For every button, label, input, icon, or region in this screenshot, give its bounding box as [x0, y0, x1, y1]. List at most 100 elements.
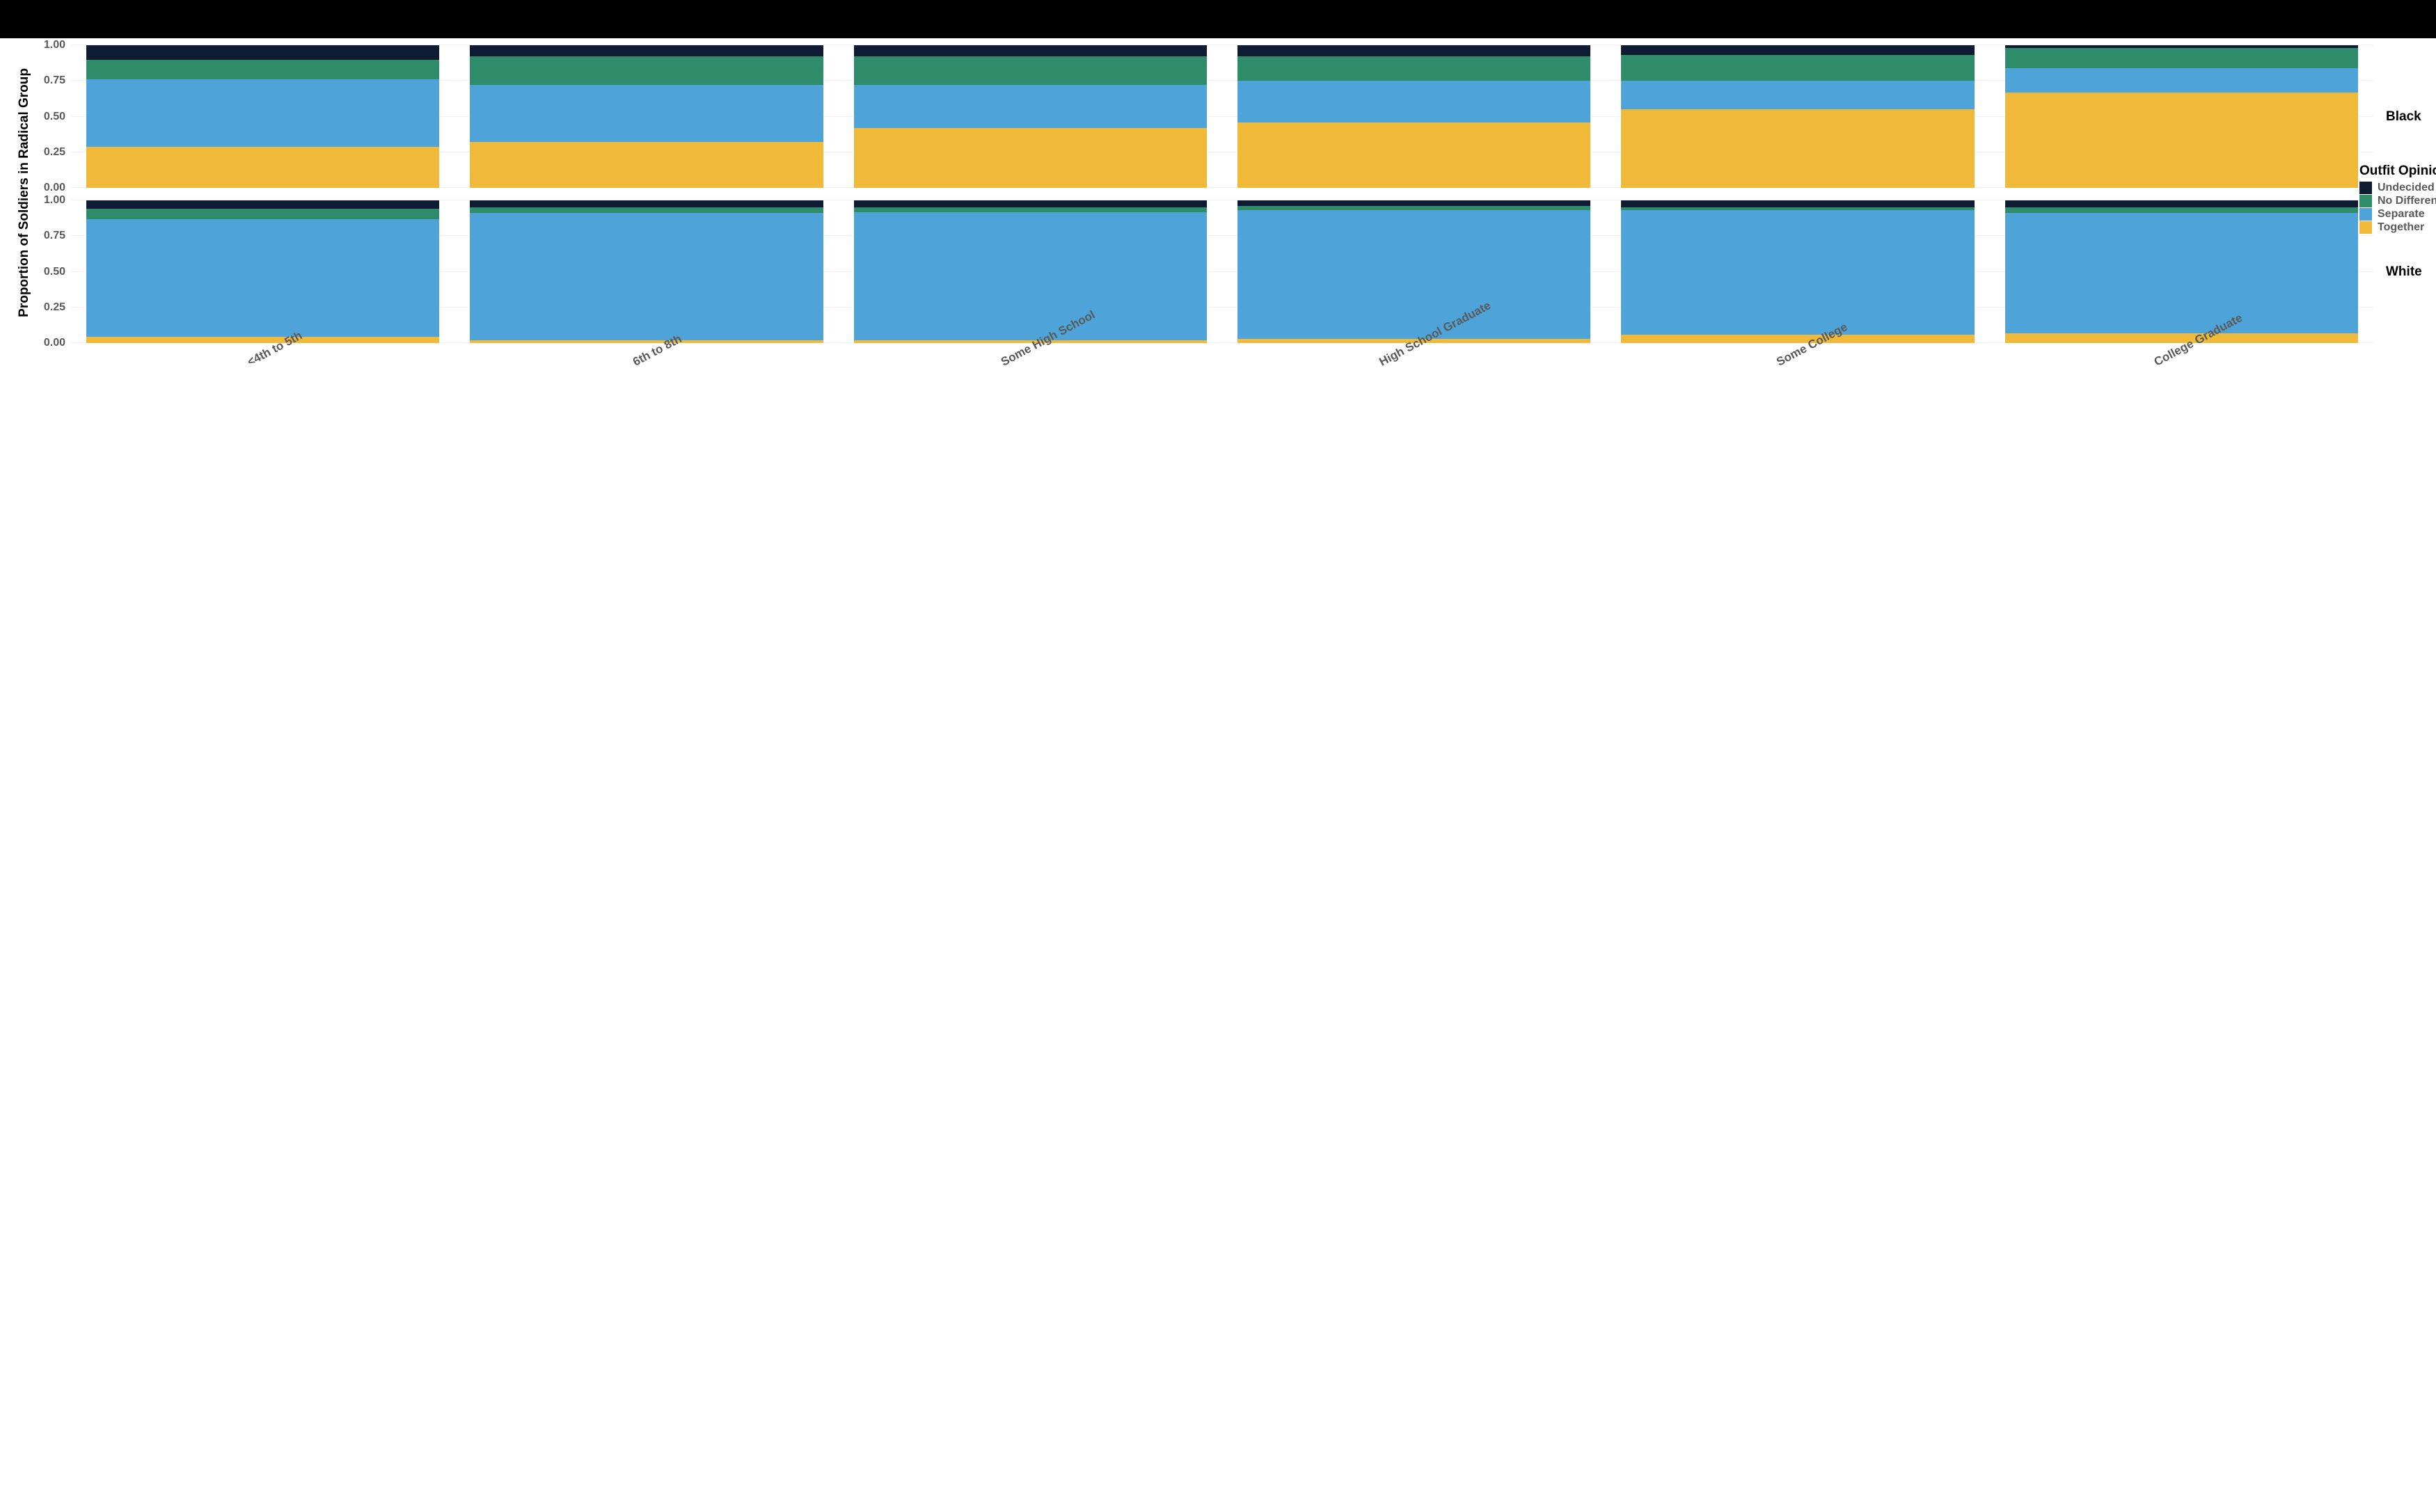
facet-label: White	[2373, 264, 2422, 280]
top-black-bar	[0, 0, 2436, 38]
bar-segment	[470, 45, 823, 56]
legend-swatch	[2359, 182, 2372, 194]
y-tick-label: 0.25	[44, 146, 65, 159]
bar-segment	[1237, 200, 1590, 206]
y-tick-label: 0.00	[44, 337, 65, 349]
bar-segment	[470, 142, 823, 188]
bar-segment	[86, 219, 439, 337]
bar-segment	[1621, 55, 1974, 81]
bar-slot	[454, 200, 838, 343]
bar-segment	[470, 213, 823, 340]
bar-segment	[86, 147, 439, 188]
bar-slot	[1222, 200, 1606, 343]
bar-segment	[2005, 213, 2358, 333]
legend-label: Together	[2378, 221, 2424, 234]
bar-segment	[1237, 81, 1590, 122]
legend-item: Together	[2359, 221, 2436, 234]
bar-segment	[470, 56, 823, 85]
legend-swatch	[2359, 208, 2372, 221]
bar-segment	[86, 209, 439, 218]
bar-segment	[1621, 45, 1974, 55]
y-axis-label: Proportion of Soldiers in Radical Group	[14, 61, 35, 324]
bar-segment	[2005, 93, 2358, 188]
bar-segment	[86, 60, 439, 80]
stacked-bar	[1237, 200, 1590, 343]
y-tick-label: 1.00	[44, 194, 65, 207]
stacked-bar	[470, 45, 823, 188]
bar-slot	[71, 200, 454, 343]
y-axis: 0.000.250.500.751.00	[35, 200, 71, 343]
bar-segment	[1237, 122, 1590, 188]
bar-segment	[1237, 56, 1590, 81]
bar-segment	[854, 45, 1207, 56]
legend-label: No Difference	[2378, 195, 2436, 207]
bar-segment	[854, 85, 1207, 128]
legend-item: No Difference	[2359, 195, 2436, 207]
legend-item: Undecided	[2359, 182, 2436, 194]
bar-segment	[86, 45, 439, 60]
stacked-bar	[2005, 45, 2358, 188]
bar-slot	[1990, 45, 2373, 188]
y-tick-label: 0.50	[44, 111, 65, 123]
x-tick: Some College	[1606, 347, 1989, 424]
facet-panel: 0.000.250.500.751.00White	[35, 200, 2373, 343]
y-tick-label: 1.00	[44, 39, 65, 51]
bar-segment	[2005, 200, 2358, 207]
bar-segment	[86, 337, 439, 343]
bar-segment	[854, 200, 1207, 207]
bar-segment	[1621, 200, 1974, 207]
bar-segment	[470, 85, 823, 142]
bar-segment	[1621, 335, 1974, 343]
bar-segment	[854, 212, 1207, 340]
stacked-bar	[2005, 200, 2358, 343]
x-tick: <4th to 5th	[71, 347, 454, 424]
legend-title: Outfit Opinion	[2359, 164, 2436, 179]
y-tick-label: 0.25	[44, 301, 65, 314]
x-tick: Some High School	[839, 347, 1222, 424]
bar-slot	[1990, 200, 2373, 343]
bars-container	[71, 45, 2373, 188]
bars-container	[71, 200, 2373, 343]
x-tick: High School Graduate	[1222, 347, 1606, 424]
bar-segment	[854, 56, 1207, 85]
bar-segment	[470, 340, 823, 343]
chart-figure: Proportion of Soldiers in Radical Group …	[0, 38, 2436, 424]
y-tick-label: 0.75	[44, 74, 65, 87]
facet-panel: 0.000.250.500.751.00Black	[35, 45, 2373, 188]
bar-slot	[1222, 45, 1606, 188]
bar-segment	[2005, 68, 2358, 93]
plot-column: 0.000.250.500.751.00Black0.000.250.500.7…	[35, 45, 2373, 424]
legend-label: Undecided	[2378, 182, 2435, 194]
plot-area	[71, 45, 2373, 188]
x-axis: <4th to 5th6th to 8thSome High SchoolHig…	[71, 347, 2373, 424]
stacked-bar	[1621, 45, 1974, 188]
stacked-bar	[86, 45, 439, 188]
legend-swatch	[2359, 221, 2372, 234]
bar-segment	[1621, 210, 1974, 334]
facet-label: Black	[2373, 109, 2421, 125]
y-tick-label: 0.00	[44, 182, 65, 194]
bar-segment	[854, 128, 1207, 188]
bar-segment	[470, 200, 823, 207]
stacked-bar	[1621, 200, 1974, 343]
legend-label: Separate	[2378, 208, 2425, 221]
x-tick: 6th to 8th	[454, 347, 838, 424]
bar-segment	[470, 207, 823, 213]
bar-segment	[86, 200, 439, 209]
stacked-bar	[470, 200, 823, 343]
bar-segment	[1237, 210, 1590, 339]
stacked-bar	[86, 200, 439, 343]
legend: Outfit Opinion UndecidedNo DifferenceSep…	[2359, 164, 2436, 234]
facet-panels: 0.000.250.500.751.00Black0.000.250.500.7…	[35, 45, 2373, 343]
bar-slot	[839, 45, 1222, 188]
plot-area	[71, 200, 2373, 343]
bar-slot	[71, 45, 454, 188]
bar-segment	[1237, 45, 1590, 56]
bar-slot	[1606, 45, 1989, 188]
y-tick-label: 0.50	[44, 266, 65, 278]
bar-segment	[1621, 81, 1974, 109]
bar-segment	[1621, 109, 1974, 188]
y-tick-label: 0.75	[44, 230, 65, 242]
bar-segment	[2005, 48, 2358, 68]
bar-slot	[839, 200, 1222, 343]
